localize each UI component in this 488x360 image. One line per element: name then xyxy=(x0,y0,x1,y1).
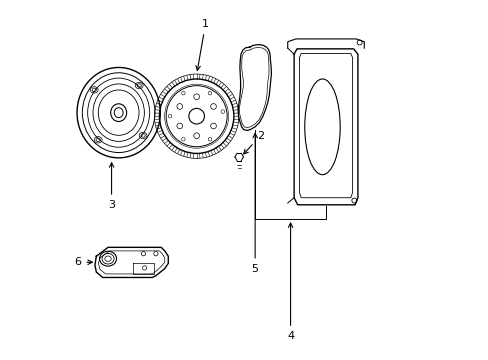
Text: 6: 6 xyxy=(74,257,92,267)
Text: 3: 3 xyxy=(108,163,115,210)
Text: 2: 2 xyxy=(243,131,264,154)
Text: 5: 5 xyxy=(251,133,258,274)
Text: 4: 4 xyxy=(286,223,294,341)
Text: 1: 1 xyxy=(196,19,208,71)
